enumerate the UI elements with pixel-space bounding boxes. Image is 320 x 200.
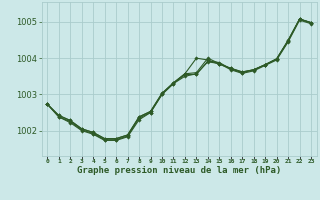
X-axis label: Graphe pression niveau de la mer (hPa): Graphe pression niveau de la mer (hPa): [77, 166, 281, 175]
